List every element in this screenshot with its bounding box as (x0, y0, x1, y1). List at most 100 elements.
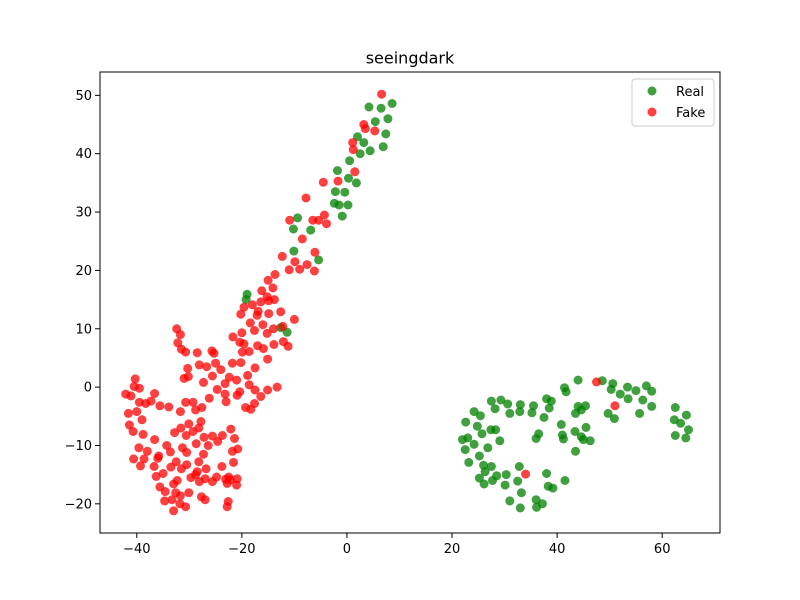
point-real (503, 399, 513, 409)
point-fake (176, 344, 186, 354)
point-real (571, 446, 580, 456)
point-fake (121, 389, 131, 399)
point-real (306, 225, 316, 235)
point-fake (128, 427, 138, 436)
point-real (333, 166, 342, 176)
point-fake (360, 124, 370, 134)
point-real (581, 401, 590, 411)
point-real (647, 401, 657, 411)
point-fake (184, 488, 194, 498)
point-real (496, 395, 506, 405)
point-fake (370, 126, 380, 136)
point-real (343, 200, 353, 210)
point-fake (142, 446, 152, 456)
point-fake (160, 496, 170, 506)
point-real (490, 404, 500, 414)
point-fake (150, 389, 160, 398)
point-fake (232, 390, 242, 400)
point-fake (181, 397, 191, 407)
point-real (514, 462, 524, 471)
point-fake (192, 467, 202, 477)
point-real (670, 403, 680, 412)
point-real (469, 439, 479, 449)
point-real (241, 295, 251, 305)
point-fake (250, 363, 260, 373)
point-real (505, 408, 515, 418)
y-tick-label: 20 (75, 264, 92, 279)
point-real (461, 417, 471, 427)
point-fake (348, 145, 358, 155)
point-real (681, 433, 691, 443)
point-fake (301, 193, 311, 203)
point-real (479, 479, 489, 489)
point-fake (222, 478, 232, 488)
point-fake (247, 300, 257, 310)
point-fake (230, 434, 239, 443)
point-fake (243, 370, 253, 380)
point-fake (137, 415, 147, 425)
point-real (340, 187, 350, 197)
point-fake (188, 397, 198, 407)
point-fake (158, 469, 168, 478)
point-real (527, 408, 537, 418)
point-real (463, 433, 473, 443)
point-fake (171, 457, 181, 467)
point-fake (263, 354, 273, 364)
y-tick-label: 10 (75, 322, 92, 337)
y-tick-label: −10 (65, 439, 92, 454)
point-real (370, 117, 380, 127)
point-fake (246, 404, 256, 414)
point-fake (268, 283, 278, 293)
point-real (539, 413, 549, 422)
point-real (623, 382, 632, 392)
chart-title: seeingdark (366, 49, 455, 68)
point-real (542, 469, 552, 478)
plot-frame (99, 71, 721, 534)
point-real (381, 129, 391, 139)
point-real (480, 467, 490, 477)
point-fake (257, 286, 267, 296)
point-fake (278, 321, 288, 331)
y-tick-label: 30 (75, 206, 92, 221)
point-real (314, 255, 324, 265)
point-real (647, 386, 657, 396)
point-real (684, 425, 693, 435)
point-fake (239, 339, 249, 349)
point-fake (207, 346, 217, 356)
point-fake (160, 487, 170, 497)
point-real (534, 429, 544, 439)
point-fake (269, 340, 279, 349)
point-real (505, 496, 515, 506)
point-fake (256, 297, 266, 307)
point-fake (237, 347, 247, 357)
point-fake (272, 382, 282, 392)
point-real (573, 375, 583, 385)
point-fake (232, 480, 242, 490)
point-fake (277, 251, 287, 261)
point-fake (181, 431, 191, 440)
point-real (515, 407, 525, 417)
x-tick-label: −40 (123, 542, 150, 557)
point-real (609, 414, 619, 424)
point-fake (285, 215, 295, 225)
y-axis: −20 −10 0 10 20 30 40 50 (65, 89, 100, 512)
point-fake (199, 432, 209, 442)
point-fake (289, 314, 299, 324)
point-fake (139, 454, 149, 464)
point-real (585, 436, 595, 446)
point-fake (263, 275, 273, 285)
point-fake (319, 210, 329, 220)
point-real (557, 430, 567, 440)
y-tick-label: 0 (84, 381, 92, 396)
point-real (337, 211, 347, 221)
point-fake (184, 419, 194, 429)
point-fake (129, 454, 139, 464)
point-real (578, 435, 588, 445)
point-real (495, 436, 505, 446)
point-fake (318, 177, 328, 187)
point-fake (149, 462, 159, 471)
point-real (334, 200, 344, 210)
legend-label-fake: Fake (676, 106, 705, 121)
point-fake (192, 348, 202, 358)
point-fake (228, 332, 238, 342)
